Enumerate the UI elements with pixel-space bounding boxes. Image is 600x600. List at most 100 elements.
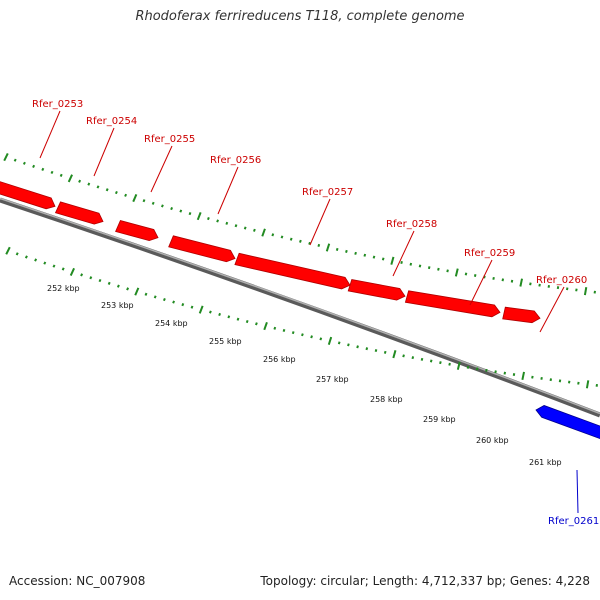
- inner-tick: [585, 380, 590, 389]
- gene-arrow-rfer-0258[interactable]: [347, 279, 406, 301]
- outer-tick: [363, 253, 367, 257]
- gene-track: [0, 181, 600, 440]
- outer-tick: [583, 286, 588, 296]
- scale-label: 255 kbp: [209, 337, 242, 346]
- inner-tick: [392, 350, 397, 359]
- inner-tick: [236, 317, 240, 321]
- inner-tick: [337, 341, 341, 345]
- outer-tick: [253, 228, 256, 232]
- accession-text: Accession: NC_007908: [9, 574, 146, 588]
- inner-tick: [301, 333, 304, 337]
- inner-tick: [5, 246, 11, 255]
- inner-tick: [411, 356, 415, 360]
- outer-tick: [335, 247, 339, 252]
- outer-tick: [427, 266, 431, 270]
- outer-tick: [446, 269, 449, 273]
- gene-label-rfer-0258[interactable]: Rfer_0258: [386, 219, 437, 230]
- gene-label-rfer-0261[interactable]: Rfer_0261: [548, 516, 599, 527]
- genome-backbone-highlight: [0, 197, 600, 415]
- scale-label: 253 kbp: [101, 301, 134, 310]
- genome-backbone: [0, 197, 600, 418]
- inner-tick: [98, 278, 102, 283]
- gene-arrow-rfer-0259[interactable]: [404, 290, 501, 318]
- outer-tick: [280, 235, 284, 239]
- inner-tick: [116, 284, 120, 288]
- inner-tick: [319, 337, 323, 341]
- inner-tick: [43, 261, 47, 265]
- gene-label-leaders: [39, 110, 579, 514]
- leader-line: [392, 230, 415, 277]
- outer-tick: [510, 279, 514, 283]
- inner-tick: [172, 300, 176, 304]
- gene-label-rfer-0257[interactable]: Rfer_0257: [302, 187, 353, 198]
- gene-label-rfer-0260[interactable]: Rfer_0260: [536, 275, 587, 286]
- gene-arrow-rfer-0260[interactable]: [502, 306, 541, 324]
- gene-arrow-rfer-0254[interactable]: [54, 201, 104, 225]
- outer-tick: [299, 239, 302, 243]
- inner-tick: [485, 368, 488, 372]
- gene-label-rfer-0253[interactable]: Rfer_0253: [32, 99, 83, 110]
- inner-tick: [263, 321, 268, 331]
- gene-label-rfer-0259[interactable]: Rfer_0259: [464, 248, 515, 259]
- inner-tick: [61, 267, 65, 271]
- inner-tick: [327, 336, 333, 346]
- outer-tick: [188, 212, 192, 216]
- leader-line: [150, 145, 173, 193]
- leader-line: [576, 469, 579, 514]
- outer-tick: [3, 153, 9, 162]
- outer-tick: [160, 204, 164, 208]
- scale-label: 257 kbp: [316, 375, 349, 384]
- inner-tick: [134, 287, 140, 296]
- inner-tick: [107, 281, 111, 285]
- outer-tick: [225, 221, 229, 225]
- inner-tick: [291, 331, 295, 335]
- outer-tick-track: [3, 153, 597, 296]
- outer-tick: [317, 243, 321, 247]
- outer-tick: [289, 237, 293, 241]
- gene-arrow-rfer-0261[interactable]: [535, 405, 600, 441]
- outer-tick: [400, 261, 403, 265]
- inner-tick: [439, 361, 442, 365]
- outer-tick: [308, 241, 311, 245]
- outer-tick: [207, 216, 210, 221]
- scale-label: 252 kbp: [47, 284, 80, 293]
- gene-arrow-rfer-0256[interactable]: [168, 235, 236, 263]
- inner-tick: [282, 328, 286, 333]
- outer-tick: [325, 243, 331, 252]
- gene-label-rfer-0255[interactable]: Rfer_0255: [144, 134, 195, 145]
- outer-tick: [41, 167, 45, 172]
- outer-tick: [196, 212, 202, 221]
- gene-arrow-rfer-0257[interactable]: [234, 252, 351, 290]
- leader-line: [309, 198, 331, 246]
- outer-tick: [464, 272, 468, 276]
- scale-label: 258 kbp: [370, 395, 403, 404]
- gene-label-rfer-0256[interactable]: Rfer_0256: [210, 155, 261, 166]
- inner-tick: [503, 371, 507, 375]
- inner-tick: [456, 361, 461, 370]
- gene-arrow-rfer-0255[interactable]: [115, 220, 159, 242]
- inner-tick: [273, 326, 277, 330]
- inner-tick: [255, 322, 258, 326]
- inner-tick: [52, 264, 56, 268]
- inner-tick: [69, 267, 75, 277]
- genome-summary-text: Topology: circular; Length: 4,712,337 bp…: [260, 574, 590, 588]
- inner-tick: [218, 312, 221, 317]
- outer-tick: [381, 257, 385, 261]
- leader-line: [217, 166, 239, 215]
- gene-arrow-rfer-0253[interactable]: [0, 181, 56, 210]
- scale-label: 259 kbp: [423, 415, 456, 424]
- outer-tick: [170, 206, 174, 211]
- inner-tick: [209, 310, 212, 314]
- outer-tick: [78, 179, 82, 183]
- inner-tick: [126, 287, 130, 291]
- inner-tick: [521, 371, 525, 380]
- map-title: Rhodoferax ferrireducens T118, complete …: [135, 9, 465, 24]
- gene-label-rfer-0254[interactable]: Rfer_0254: [86, 116, 137, 127]
- outer-tick: [409, 262, 413, 266]
- outer-tick: [492, 276, 495, 280]
- outer-tick: [59, 173, 63, 177]
- outer-tick: [538, 283, 541, 287]
- outer-tick: [372, 255, 376, 259]
- outer-tick: [261, 228, 266, 237]
